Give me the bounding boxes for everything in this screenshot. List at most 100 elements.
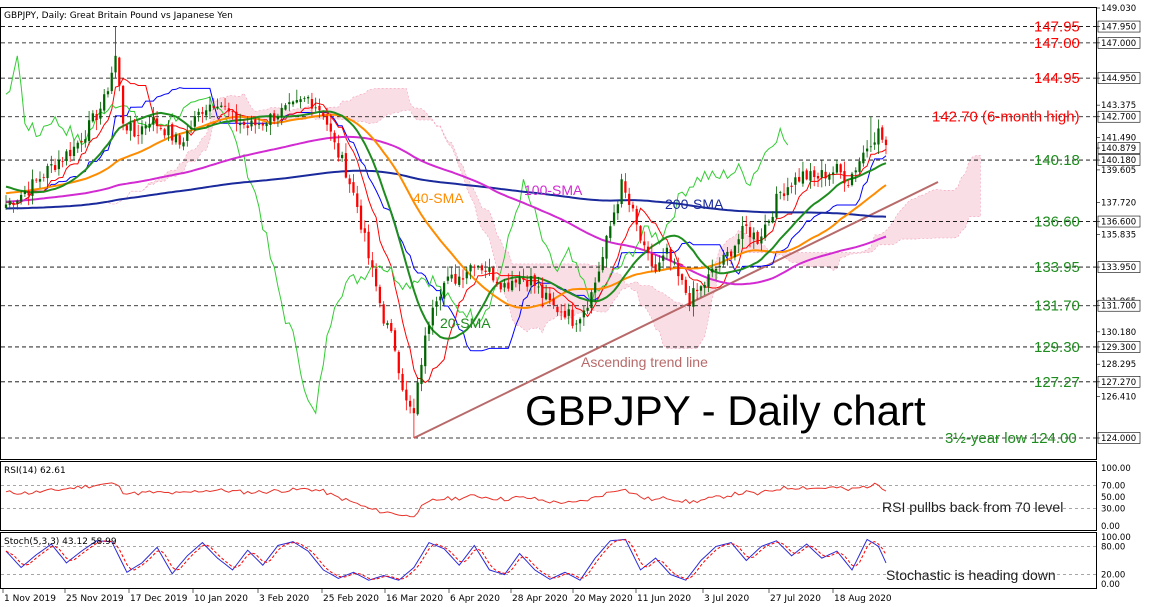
candle-body [605,235,608,259]
candle [242,118,246,129]
candle-body [333,132,336,143]
candle-body [669,248,672,262]
candle-body [35,179,38,181]
candle [718,257,721,272]
candle-body [261,123,264,126]
candle-body [461,278,465,280]
candle-body [337,143,340,158]
candle [390,318,393,333]
candle-body [397,352,400,374]
candle [865,140,869,158]
candle-body [865,148,869,152]
candle-body [522,278,525,280]
candle-body [646,246,650,253]
candle-body [352,182,355,193]
level-label-6: 133.95 [1034,259,1080,276]
candle [95,109,98,131]
candle-body [57,160,61,170]
sma100-label: 100-SMA [524,182,583,198]
date-tick-label: 3 Feb 2020 [259,594,310,604]
candle-body [884,139,888,146]
candle [363,220,366,242]
price-tick-label: 140.180 [1101,156,1136,166]
candle [839,163,842,179]
candle [628,187,631,213]
rsi-tick-label: 70.00 [1101,481,1125,491]
candle-body [850,173,854,186]
date-tick-label: 18 Aug 2020 [834,594,892,604]
date-tick-label: 20 May 2020 [574,594,633,604]
candle [91,110,94,123]
candle-body [223,105,227,107]
candle-body [556,306,559,313]
candle-body [359,205,363,230]
candle [223,98,227,111]
candle-body [69,149,72,157]
candle [597,261,601,283]
candle-body [696,289,699,292]
chart-big-title: GBPJPY - Daily chart [525,387,926,434]
candle [382,301,385,326]
candle-body [299,99,302,103]
candle [609,220,612,242]
candle [87,111,91,146]
sma100-line [5,135,887,286]
sma40-label: 40-SMA [413,190,464,206]
candle-body [809,171,812,181]
level-label-10: 3½-year low 124.00 [945,430,1077,447]
candle [174,132,178,145]
candle [805,168,808,181]
candle [575,319,578,332]
candle-body [794,177,797,185]
price-tick-label: 127.270 [1101,378,1136,388]
candle [57,150,61,176]
candle [488,258,491,277]
candle [386,320,389,329]
candle [473,264,476,277]
candle-body [805,170,808,180]
candle-body [560,311,563,313]
candle [518,271,521,292]
candle-body [435,301,438,307]
candle [295,89,298,104]
candle-body [144,125,147,129]
rsi-indicator: 100.00 70.00 50.00 30.00 0.00 [1,464,1131,532]
price-tick-label: 124.000 [1101,434,1136,444]
candle [680,273,684,285]
symbol-header: GBPJPY, Daily: Great Britain Pound vs Ja… [4,11,233,21]
candle [480,263,484,275]
date-axis: 1 Nov 2019 25 Nov 2019 17 Dec 2019 10 Jan 2… [2,589,892,604]
rsi-tick-label: 30.00 [1101,505,1125,515]
rsi-tick-label: 100.00 [1101,464,1131,474]
candle [144,121,147,136]
candle [76,140,79,153]
price-tick-label: 140.879 [1101,144,1136,154]
candle [714,267,718,281]
date-tick-label: 16 Mar 2020 [386,594,443,604]
candle [416,377,419,416]
level-label-8: 129.30 [1034,339,1080,356]
candle-body [748,227,752,238]
candle [590,289,593,314]
candle-body [639,226,642,241]
candle-body [590,292,593,309]
candle-body [129,122,132,131]
candle [431,299,434,335]
candle [371,251,374,278]
candle-body [91,113,94,122]
candle-body [458,276,461,285]
candle-body [386,322,389,326]
candle [578,317,582,332]
candle-body [665,247,669,254]
candle [446,266,450,285]
candle-body [186,130,189,141]
candle-body [714,269,718,271]
candle-body [291,101,295,105]
candle [439,288,442,311]
stoch-panel-frame [0,532,1097,589]
candle [847,179,850,188]
candle-body [563,310,567,318]
candle-body [790,185,793,187]
candle [408,395,412,414]
candle [435,296,438,316]
